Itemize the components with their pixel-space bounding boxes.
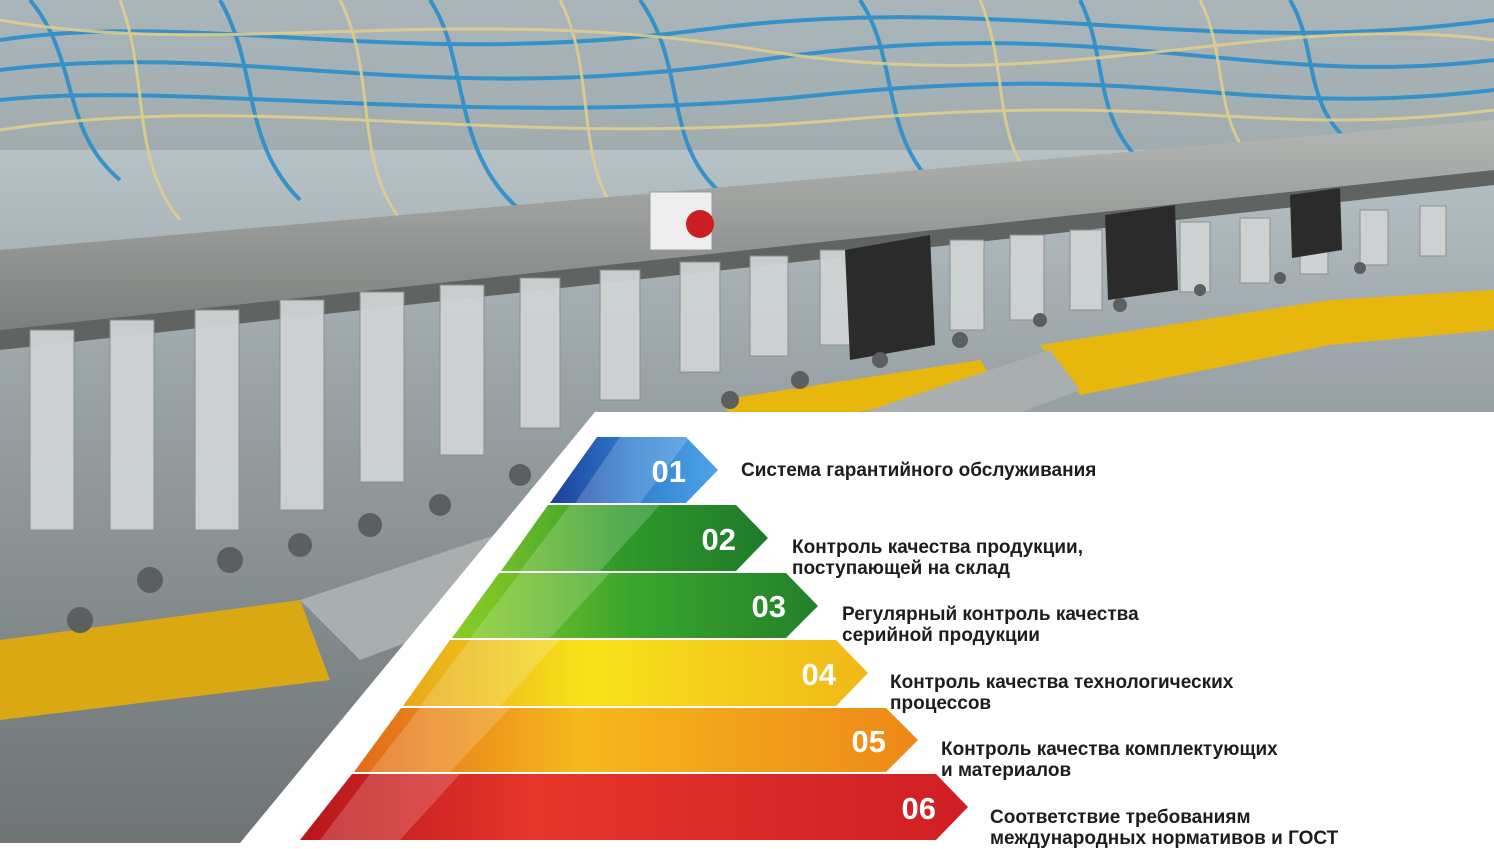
number-01: 01 bbox=[652, 454, 686, 489]
item-label-04-text: Контроль качества технологических процес… bbox=[890, 672, 1234, 714]
band-04 bbox=[403, 640, 868, 706]
item-label-03: Регулярный контроль качества серийной пр… bbox=[842, 583, 1139, 646]
band-02 bbox=[501, 505, 768, 571]
item-label-05: Контроль качества комплектующих и матери… bbox=[941, 718, 1278, 781]
item-label-02-text: Контроль качества продукции, поступающей… bbox=[792, 537, 1083, 579]
band-05 bbox=[354, 708, 918, 772]
item-label-01: Система гарантийного обслуживания bbox=[741, 460, 1096, 481]
item-label-06: Соответствие требованиям международных н… bbox=[990, 786, 1338, 849]
item-label-04: Контроль качества технологических процес… bbox=[890, 651, 1233, 714]
band-01 bbox=[550, 437, 718, 503]
number-05: 05 bbox=[852, 724, 886, 759]
pyramid bbox=[300, 437, 968, 840]
number-06: 06 bbox=[902, 791, 936, 826]
band-03 bbox=[452, 573, 818, 638]
number-02: 02 bbox=[702, 522, 736, 557]
band-06 bbox=[300, 774, 968, 840]
item-label-05-text: Контроль качества комплектующих и матери… bbox=[941, 739, 1278, 781]
item-label-02: Контроль качества продукции, поступающей… bbox=[792, 516, 1083, 579]
item-label-01-text: Система гарантийного обслуживания bbox=[741, 460, 1097, 481]
number-03: 03 bbox=[752, 589, 786, 624]
number-04: 04 bbox=[802, 657, 837, 692]
item-label-03-text: Регулярный контроль качества серийной пр… bbox=[842, 604, 1139, 646]
